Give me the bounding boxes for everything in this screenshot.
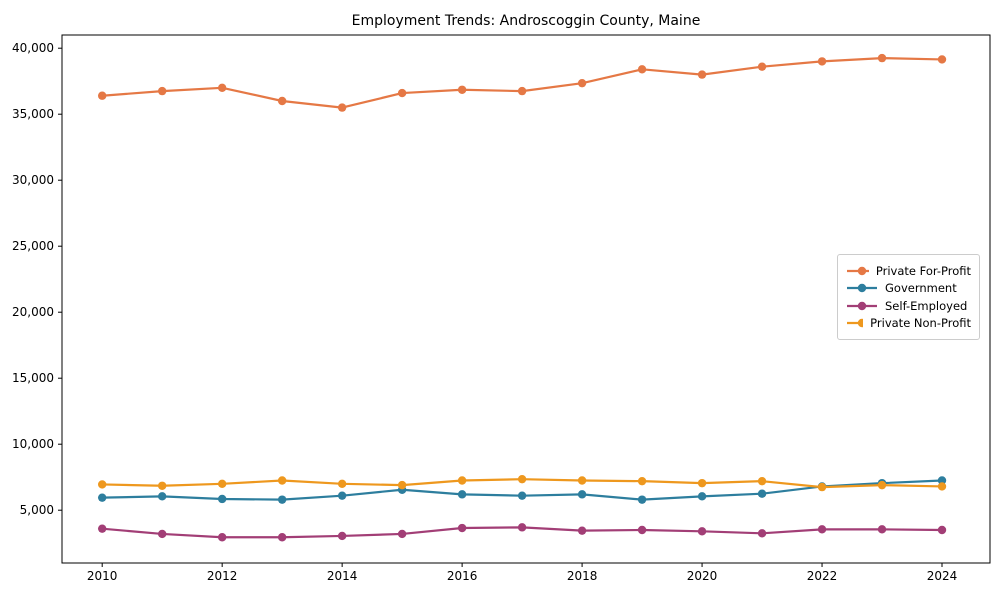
- data-point: [577, 526, 587, 535]
- y-tick-label: 10,000: [12, 437, 54, 451]
- data-point: [157, 481, 167, 490]
- data-point: [517, 491, 527, 500]
- data-point: [757, 529, 767, 538]
- x-tick-label: 2010: [87, 569, 118, 583]
- data-point: [337, 531, 347, 541]
- data-point: [277, 533, 287, 542]
- data-point: [637, 476, 647, 486]
- y-tick-label: 15,000: [12, 371, 54, 385]
- y-tick-label: 5,000: [20, 503, 54, 517]
- data-point: [697, 492, 707, 501]
- data-point: [97, 493, 107, 502]
- data-point: [877, 525, 887, 534]
- data-point: [457, 476, 467, 485]
- data-point: [937, 476, 947, 485]
- legend-label: Government: [885, 281, 957, 296]
- data-point: [517, 86, 527, 96]
- data-point: [637, 65, 647, 74]
- data-point: [97, 480, 107, 489]
- data-point: [757, 476, 767, 486]
- legend-line-marker-icon: [847, 319, 864, 328]
- legend-label: Self-Employed: [885, 298, 968, 313]
- data-point: [217, 479, 227, 488]
- data-point: [337, 491, 347, 500]
- axes-spines: [61, 34, 991, 564]
- data-point: [457, 490, 467, 499]
- data-point: [157, 492, 167, 501]
- data-point: [937, 55, 947, 64]
- legend: Private For-Profit Government Self-Employe…: [837, 254, 980, 340]
- data-point: [217, 83, 227, 93]
- data-point: [97, 524, 107, 533]
- y-tick-label: 20,000: [12, 305, 54, 319]
- data-point: [817, 57, 827, 66]
- x-tick-label: 2016: [447, 569, 478, 583]
- chart-title: Employment Trends: Androscoggin County, …: [351, 13, 701, 29]
- data-point: [577, 490, 587, 499]
- x-tick-label: 2012: [207, 569, 238, 583]
- data-point: [517, 474, 527, 484]
- data-point: [397, 529, 407, 539]
- data-point: [397, 480, 407, 490]
- data-point: [937, 482, 947, 491]
- data-point: [877, 53, 887, 63]
- data-point: [697, 478, 707, 488]
- legend-line-marker-icon: [847, 301, 877, 311]
- data-point: [157, 529, 167, 539]
- data-point: [277, 96, 287, 106]
- data-point: [697, 70, 707, 79]
- data-point: [397, 88, 407, 98]
- legend-line-marker-icon: [847, 266, 869, 275]
- data-point: [277, 476, 287, 485]
- data-point: [457, 523, 467, 533]
- data-point: [817, 525, 827, 534]
- data-point: [637, 525, 647, 535]
- data-point: [577, 78, 587, 88]
- data-point: [457, 85, 467, 94]
- data-point: [757, 489, 767, 498]
- x-tick-label: 2022: [807, 569, 838, 583]
- data-point: [217, 494, 227, 504]
- data-point: [577, 476, 587, 485]
- legend-label: Private Non-Profit: [870, 316, 971, 331]
- legend-item: Private For-Profit: [846, 262, 971, 279]
- y-tick-label: 40,000: [12, 41, 54, 55]
- data-point: [937, 525, 947, 535]
- legend-line-marker-icon: [847, 283, 877, 293]
- y-tick-label: 35,000: [12, 107, 54, 121]
- legend-item: Government: [846, 280, 971, 297]
- data-point: [637, 495, 647, 504]
- legend-label: Private For-Profit: [875, 263, 971, 278]
- data-point: [337, 103, 347, 112]
- data-point: [157, 86, 167, 96]
- data-point: [517, 523, 527, 532]
- x-tick-label: 2014: [327, 569, 358, 583]
- data-point: [697, 527, 707, 536]
- y-tick-label: 25,000: [12, 239, 54, 253]
- data-point: [277, 495, 287, 504]
- y-tick-label: 30,000: [12, 173, 54, 187]
- x-tick-label: 2018: [567, 569, 598, 583]
- legend-item: Private Non-Profit: [846, 315, 971, 332]
- data-point: [217, 533, 227, 542]
- data-point: [817, 482, 827, 492]
- x-tick-label: 2020: [687, 569, 718, 583]
- data-point: [757, 62, 767, 71]
- legend-item: Self-Employed: [846, 297, 971, 314]
- data-point: [877, 480, 887, 490]
- series-line: [101, 56, 944, 109]
- data-point: [97, 91, 107, 100]
- data-point: [337, 479, 347, 488]
- x-tick-label: 2024: [927, 569, 958, 583]
